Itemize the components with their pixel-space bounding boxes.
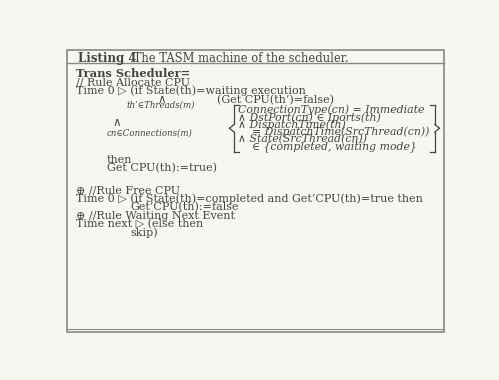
Text: Trans Scheduler=: Trans Scheduler= (76, 68, 190, 79)
Text: ⊕ //Rule Waiting Next Event: ⊕ //Rule Waiting Next Event (76, 211, 235, 221)
Text: The TASM machine of the scheduler.: The TASM machine of the scheduler. (130, 52, 349, 65)
Text: ∈ {completed, waiting mode}: ∈ {completed, waiting mode} (252, 141, 417, 152)
Text: skip): skip) (130, 228, 158, 238)
Text: Time next ▷ (else then: Time next ▷ (else then (76, 219, 203, 230)
Text: Get CPU(th):=true): Get CPU(th):=true) (107, 163, 217, 173)
Text: Get’CPU(th):=false: Get’CPU(th):=false (130, 202, 239, 212)
Text: ∧ DstPort(cn) ∈ Iports(th): ∧ DstPort(cn) ∈ Iports(th) (239, 112, 381, 123)
Text: Time 0 ▷ (if State(th)=completed and Get’CPU(th)=true then: Time 0 ▷ (if State(th)=completed and Get… (76, 194, 423, 204)
Text: ∧: ∧ (157, 93, 166, 106)
Text: th’∈Threads(m): th’∈Threads(m) (126, 101, 195, 110)
Text: = DispatchTime(SrcThread(cn)): = DispatchTime(SrcThread(cn)) (252, 127, 429, 137)
Text: then: then (107, 155, 132, 165)
Text: Listing 4: Listing 4 (78, 52, 136, 65)
Text: ∧ State(SrcThread(cn)): ∧ State(SrcThread(cn)) (239, 134, 367, 144)
Text: cn∈Connections(m): cn∈Connections(m) (107, 129, 193, 138)
Text: ∧: ∧ (113, 116, 121, 129)
Text: // Rule Allocate CPU: // Rule Allocate CPU (76, 77, 190, 87)
Text: ⊕ //Rule Free CPU: ⊕ //Rule Free CPU (76, 185, 180, 195)
Text: ∧ DispatchTime(th): ∧ DispatchTime(th) (239, 119, 346, 130)
Text: ConnectionType(cn) = Immediate: ConnectionType(cn) = Immediate (239, 105, 425, 115)
Text: (Get CPU(th’)=false): (Get CPU(th’)=false) (217, 95, 334, 105)
Text: Time 0 ▷ (if State(th)=waiting execution: Time 0 ▷ (if State(th)=waiting execution (76, 86, 306, 96)
